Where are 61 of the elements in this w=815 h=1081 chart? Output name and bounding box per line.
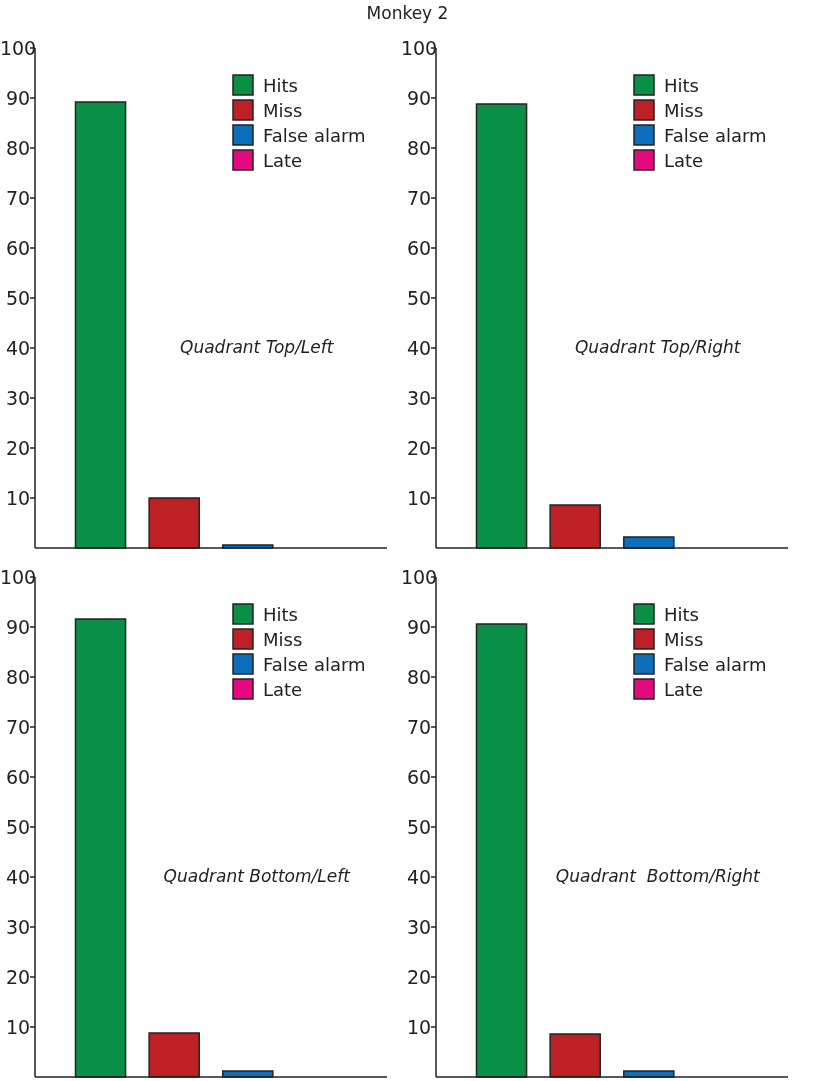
legend-label: Late <box>263 679 303 700</box>
y-tick-label: 70 <box>5 187 31 209</box>
annotation: Quadrant Top/Right <box>574 337 742 357</box>
legend-label: Late <box>263 150 303 171</box>
legend-label: Hits <box>263 604 298 625</box>
y-tick-label: 30 <box>5 916 31 938</box>
legend-label: Miss <box>664 629 704 650</box>
legend-label: False alarm <box>263 654 366 675</box>
y-tick-label: 100 <box>400 37 438 59</box>
y-tick-label: 100 <box>0 37 37 59</box>
y-tick-label: 10 <box>5 487 31 509</box>
y-tick-label: 50 <box>406 287 432 309</box>
y-tick-label: 40 <box>406 866 432 888</box>
legend-label: Late <box>664 150 704 171</box>
y-tick-label: 90 <box>5 87 31 109</box>
y-tick-label: 40 <box>5 866 31 888</box>
legend-label: False alarm <box>263 125 366 146</box>
legend-label: Miss <box>664 100 704 121</box>
legend-label: Miss <box>263 100 303 121</box>
legend-label: False alarm <box>664 125 767 146</box>
y-tick-label: 90 <box>5 616 31 638</box>
legend-label: Miss <box>263 629 303 650</box>
y-tick-label: 80 <box>406 666 432 688</box>
annotation: Quadrant Top/Left <box>180 337 335 357</box>
y-tick-label: 50 <box>5 287 31 309</box>
y-tick-label: 60 <box>406 766 432 788</box>
y-tick-label: 20 <box>5 437 31 459</box>
y-tick-label: 30 <box>406 387 432 409</box>
y-tick-label: 90 <box>406 616 432 638</box>
y-tick-label: 30 <box>406 916 432 938</box>
y-tick-label: 90 <box>406 87 432 109</box>
y-tick-label: 60 <box>5 766 31 788</box>
y-tick-label: 10 <box>406 487 432 509</box>
y-tick-label: 80 <box>5 137 31 159</box>
y-tick-label: 10 <box>406 1016 432 1038</box>
legend-label: False alarm <box>664 654 767 675</box>
y-tick-label: 20 <box>406 966 432 988</box>
y-tick-label: 60 <box>5 237 31 259</box>
legend-label: Hits <box>664 604 699 625</box>
y-tick-label: 80 <box>406 137 432 159</box>
y-tick-label: 60 <box>406 237 432 259</box>
y-tick-label: 40 <box>5 337 31 359</box>
legend-label: Late <box>664 679 704 700</box>
annotation: Quadrant Bottom/Left <box>163 866 352 886</box>
y-tick-label: 20 <box>5 966 31 988</box>
legend-label: Hits <box>263 75 298 96</box>
annotation: Quadrant Bottom/Right <box>555 866 762 886</box>
y-tick-label: 100 <box>0 566 37 588</box>
y-tick-label: 50 <box>406 816 432 838</box>
y-tick-label: 30 <box>5 387 31 409</box>
y-tick-label: 50 <box>5 816 31 838</box>
y-tick-label: 80 <box>5 666 31 688</box>
text: Monkey 2 <box>366 3 449 23</box>
y-tick-label: 10 <box>5 1016 31 1038</box>
y-tick-label: 70 <box>5 716 31 738</box>
legend-label: Hits <box>664 75 699 96</box>
y-tick-label: 20 <box>406 437 432 459</box>
y-tick-label: 100 <box>400 566 438 588</box>
y-tick-label: 70 <box>406 716 432 738</box>
y-tick-label: 40 <box>406 337 432 359</box>
y-tick-label: 70 <box>406 187 432 209</box>
